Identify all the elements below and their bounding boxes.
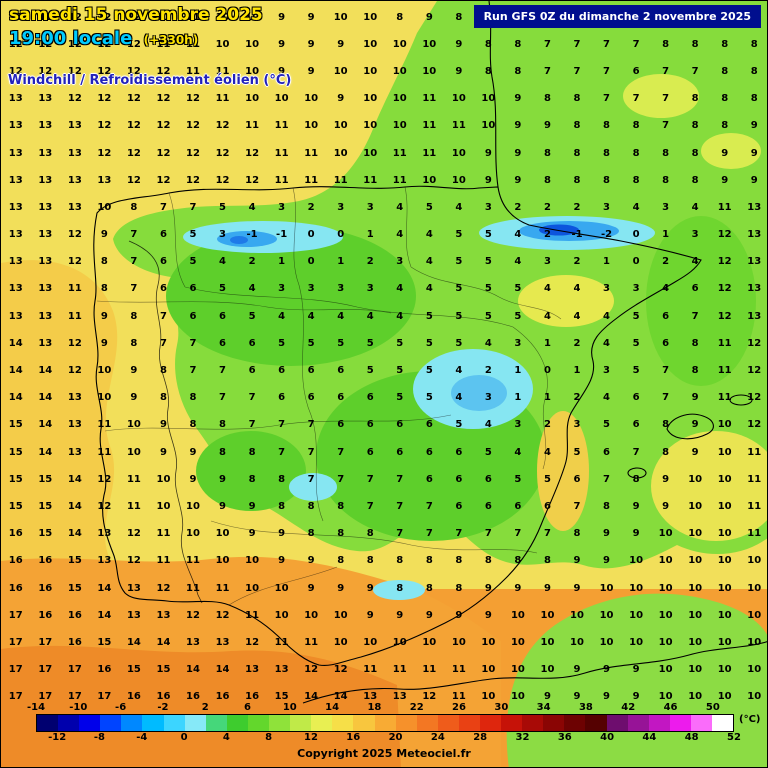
legend-segment bbox=[163, 715, 185, 731]
legend-segment bbox=[712, 715, 734, 731]
legend-tick-label: 42 bbox=[621, 702, 636, 713]
legend-segment bbox=[458, 715, 480, 731]
legend-tick-label: 6 bbox=[244, 702, 251, 713]
legend-tick-label: 32 bbox=[515, 732, 530, 743]
legend-segment bbox=[79, 715, 101, 731]
legend-segment bbox=[669, 715, 691, 731]
legend-segment bbox=[332, 715, 354, 731]
legend-segment bbox=[142, 715, 164, 731]
legend-segment bbox=[226, 715, 248, 731]
legend-segment bbox=[479, 715, 502, 731]
iberia-coastline bbox=[93, 185, 702, 666]
legend-tick-label: 12 bbox=[304, 732, 318, 743]
legend-segment bbox=[395, 715, 417, 731]
run-info-badge: Run GFS 0Z du dimanche 2 novembre 2025 bbox=[473, 5, 761, 28]
legend-segment bbox=[100, 715, 122, 731]
legend-segment bbox=[690, 715, 712, 731]
legend-tick-label: -14 bbox=[26, 702, 46, 713]
legend-segment bbox=[522, 715, 544, 731]
legend: -14 -10 -6 -2 2 6 10 14 18 22 26 30 34 38 42 46 50 (°C) … bbox=[27, 702, 761, 748]
legend-tick-label: -10 bbox=[69, 702, 88, 713]
legend-segment bbox=[37, 715, 59, 731]
legend-tick-label: 34 bbox=[536, 702, 551, 713]
africa-coastline bbox=[302, 641, 767, 704]
legend-tick-label: 8 bbox=[265, 732, 273, 743]
legend-tick-label: 46 bbox=[663, 702, 678, 713]
legend-segment bbox=[564, 715, 586, 731]
legend-tick-label: 0 bbox=[180, 732, 188, 743]
legend-segment bbox=[585, 715, 607, 731]
legend-segment bbox=[121, 715, 143, 731]
legend-tick-label: 28 bbox=[473, 732, 488, 743]
legend-segment bbox=[543, 715, 565, 731]
legend-segment bbox=[269, 715, 291, 731]
legend-segment bbox=[353, 715, 375, 731]
legend-bottom-labels: -12 -8 -4 0 4 8 12 16 20 24 28 32 36 40 44 48 52 bbox=[36, 732, 741, 744]
legend-tick-label: 20 bbox=[388, 732, 403, 743]
ibiza-outline bbox=[627, 467, 647, 479]
legend-tick-label: 4 bbox=[222, 732, 230, 743]
legend-tick-label: 10 bbox=[282, 702, 297, 713]
legend-segment bbox=[627, 715, 649, 731]
date-label: samedi 15 novembre 2025 bbox=[9, 5, 263, 25]
legend-segment bbox=[58, 715, 80, 731]
legend-tick-label: 40 bbox=[600, 732, 615, 743]
legend-segment bbox=[437, 715, 459, 731]
legend-tick-label: -2 bbox=[157, 702, 169, 713]
legend-tick-label: 30 bbox=[494, 702, 509, 713]
time-label: 19:00 locale (+330h) bbox=[9, 28, 198, 49]
legend-segment bbox=[648, 715, 670, 731]
legend-segment bbox=[311, 715, 333, 731]
legend-tick-label: 14 bbox=[325, 702, 340, 713]
legend-top-labels: -14 -10 -6 -2 2 6 10 14 18 22 26 30 34 38 42 46 50 bbox=[27, 702, 734, 714]
legend-segment bbox=[247, 715, 270, 731]
legend-tick-label: 18 bbox=[367, 702, 382, 713]
legend-segment bbox=[416, 715, 438, 731]
legend-tick-label: 36 bbox=[557, 732, 572, 743]
legend-tick-label: 48 bbox=[684, 732, 699, 743]
local-time-label: 19:00 locale bbox=[9, 28, 133, 49]
variable-label: Windchill / Refroidissement éolien (°C) bbox=[8, 73, 292, 88]
legend-tick-label: 2 bbox=[201, 702, 209, 713]
legend-tick-label: -6 bbox=[115, 702, 127, 713]
legend-segment bbox=[205, 715, 227, 731]
legend-tick-label: 52 bbox=[727, 732, 741, 743]
region-borders bbox=[96, 186, 562, 606]
legend-tick-label: -8 bbox=[93, 732, 106, 743]
menorca-outline bbox=[729, 394, 753, 406]
legend-segment bbox=[374, 715, 396, 731]
legend-tick-label: -4 bbox=[136, 732, 148, 743]
legend-tick-label: 50 bbox=[705, 702, 720, 713]
legend-segment bbox=[290, 715, 312, 731]
legend-unit-label: (°C) bbox=[739, 714, 761, 725]
legend-segment bbox=[501, 715, 523, 731]
legend-tick-label: 38 bbox=[578, 702, 593, 713]
legend-color-bar: (°C) bbox=[36, 714, 760, 732]
legend-segment bbox=[184, 715, 206, 731]
legend-tick-label: 22 bbox=[409, 702, 424, 713]
legend-tick-label: 26 bbox=[452, 702, 466, 713]
internal-borders bbox=[128, 240, 203, 604]
legend-tick-label: 24 bbox=[430, 732, 445, 743]
forecast-offset-label: (+330h) bbox=[143, 33, 199, 47]
legend-tick-label: -12 bbox=[48, 732, 67, 743]
mallorca-outline bbox=[666, 413, 714, 440]
legend-tick-label: 44 bbox=[642, 732, 657, 743]
copyright-label: Copyright 2025 Meteociel.fr bbox=[297, 747, 471, 760]
legend-tick-label: 16 bbox=[346, 732, 361, 743]
legend-segment bbox=[606, 715, 628, 731]
